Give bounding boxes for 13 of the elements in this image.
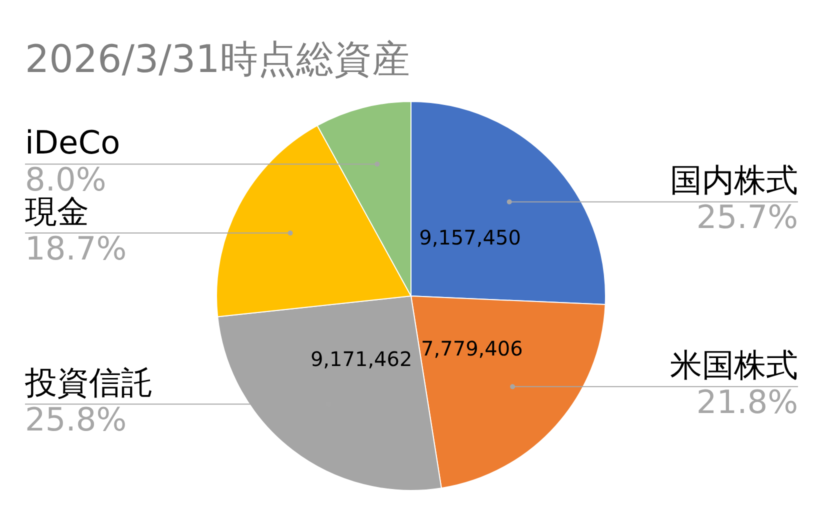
text: 9,157,450: [419, 226, 521, 250]
data-label: 21.8%: [696, 382, 798, 421]
slice-label: 米国株式: [670, 346, 798, 384]
text: 9,171,462: [310, 347, 412, 372]
chart-title: 2026/3/31時点総資産: [25, 37, 410, 81]
text: 7,779,406: [421, 336, 523, 361]
slice-label: iDeCo: [25, 123, 120, 162]
slice-label: 現金: [25, 192, 89, 230]
slice-label: 国内株式: [670, 161, 798, 200]
slice-label: 投資信託: [24, 363, 153, 402]
data-label: 25.7%: [696, 198, 798, 236]
data-label: 18.7%: [25, 229, 127, 268]
data-label: 25.8%: [25, 400, 127, 438]
